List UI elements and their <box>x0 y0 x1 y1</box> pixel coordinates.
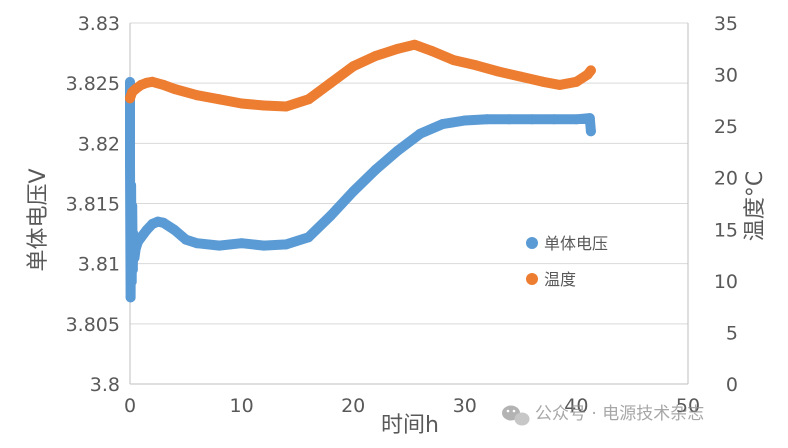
data-point <box>158 79 169 90</box>
data-point <box>549 114 560 125</box>
data-point <box>571 76 582 87</box>
x-tick-label: 40 <box>564 395 588 417</box>
data-point <box>325 77 336 88</box>
data-point <box>515 71 526 82</box>
data-point <box>127 200 138 211</box>
y2-tick-label: 20 <box>714 168 738 190</box>
y-tick-label: 3.8 <box>90 374 120 396</box>
x-tick-label: 10 <box>230 395 254 417</box>
data-point <box>493 66 504 77</box>
data-point <box>554 79 565 90</box>
data-point <box>348 61 359 72</box>
data-point <box>537 76 548 87</box>
data-point <box>303 94 314 105</box>
watermark-text: 公众号 · 电源技术杂志 <box>535 404 704 424</box>
x-tick-label: 20 <box>341 395 365 417</box>
data-point <box>392 43 403 54</box>
data-point <box>437 119 448 130</box>
data-point <box>126 276 137 287</box>
data-point <box>258 100 269 111</box>
data-point <box>370 51 381 61</box>
data-point <box>348 186 359 197</box>
data-point <box>471 60 481 71</box>
data-point <box>236 98 247 109</box>
data-point <box>504 114 515 125</box>
data-point <box>180 234 191 245</box>
data-point <box>415 128 426 139</box>
data-point <box>214 240 225 251</box>
y2-axis-title: 温度°C <box>743 171 768 241</box>
data-point <box>125 77 135 87</box>
data-point <box>426 45 437 56</box>
data-point <box>409 39 420 50</box>
y2-axis-ticks: 0 5 10 15 20 25 30 35 <box>714 13 738 396</box>
data-point <box>585 126 596 137</box>
legend: 单体电压 温度 <box>526 234 608 289</box>
y-tick-label: 3.825 <box>66 73 120 95</box>
series-temperature <box>125 39 596 112</box>
data-point <box>584 113 595 124</box>
data-point <box>448 55 459 66</box>
data-point <box>281 101 292 112</box>
y-axis-title: 单体电压V <box>26 168 51 271</box>
watermark: 公众号 · 电源技术杂志 <box>502 404 704 426</box>
y2-tick-label: 5 <box>726 322 738 344</box>
data-point <box>571 114 582 125</box>
y-tick-label: 3.83 <box>78 13 120 35</box>
series-layer <box>125 39 596 303</box>
data-point <box>147 76 158 87</box>
data-point <box>214 94 225 105</box>
data-point <box>169 225 180 235</box>
data-point <box>526 114 537 125</box>
x-axis-ticks: 0 10 20 30 40 50 <box>124 395 700 417</box>
data-point <box>126 180 137 191</box>
data-point <box>482 114 493 125</box>
y2-tick-label: 0 <box>726 374 738 396</box>
data-point <box>127 264 138 275</box>
data-point <box>303 232 314 243</box>
x-tick-label: 50 <box>676 395 700 417</box>
gridlines <box>130 22 688 385</box>
data-point <box>585 65 596 76</box>
series-trace <box>125 77 596 303</box>
data-point <box>125 292 136 303</box>
legend-label-voltage: 单体电压 <box>544 234 608 253</box>
y2-tick-label: 10 <box>714 271 738 293</box>
data-point <box>192 90 202 101</box>
y-tick-label: 3.81 <box>78 254 120 276</box>
legend-marker-voltage <box>526 237 538 249</box>
legend-marker-temperature <box>526 273 538 285</box>
data-point <box>136 232 147 243</box>
x-tick-label: 30 <box>453 395 477 417</box>
y2-tick-label: 15 <box>714 219 738 241</box>
data-point <box>459 115 470 126</box>
y2-tick-label: 35 <box>714 13 738 35</box>
data-point <box>325 210 336 221</box>
data-point <box>128 228 139 239</box>
y-tick-label: 3.805 <box>66 314 120 336</box>
data-point <box>158 217 169 228</box>
data-point <box>169 84 180 94</box>
y2-tick-label: 25 <box>714 116 738 138</box>
data-point <box>129 252 140 263</box>
wechat-icon <box>502 405 530 426</box>
data-point <box>192 238 202 249</box>
y2-tick-label: 30 <box>714 65 738 87</box>
data-point <box>125 158 135 169</box>
data-point <box>392 145 403 156</box>
data-point <box>236 238 247 249</box>
y-tick-label: 3.815 <box>66 194 120 216</box>
x-tick-label: 0 <box>124 395 136 417</box>
data-point <box>258 240 269 251</box>
series-voltage <box>125 77 596 303</box>
data-point <box>370 164 381 175</box>
x-axis-title: 时间h <box>381 413 439 438</box>
data-point <box>281 239 292 250</box>
y-axis-ticks: 3.8 3.805 3.81 3.815 3.82 3.825 3.83 <box>66 13 120 396</box>
y-tick-label: 3.82 <box>78 133 120 155</box>
legend-label-temperature: 温度 <box>544 270 576 289</box>
